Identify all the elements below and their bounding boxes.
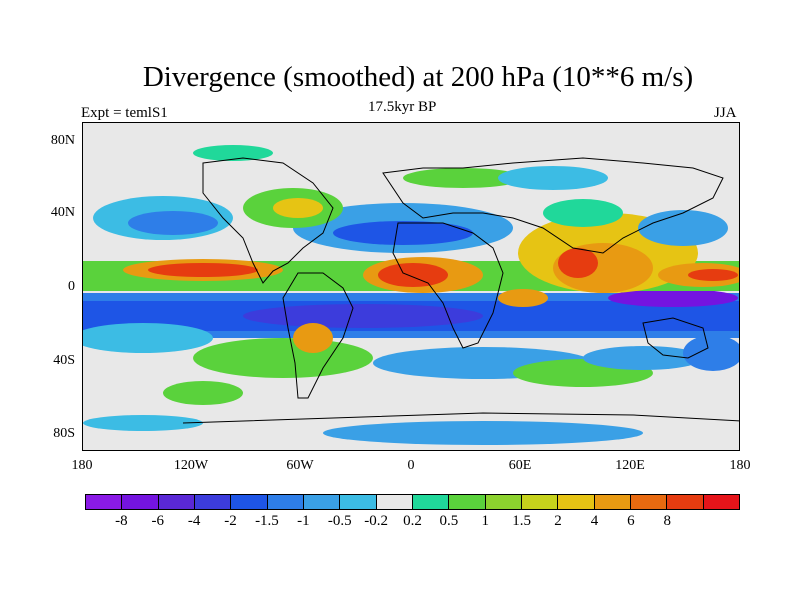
colorbar-swatch [194,495,232,509]
colorbar-swatch [521,495,559,509]
colorbar-swatch [667,495,704,509]
colorbar-swatch [485,495,522,509]
colorbar-swatch [558,495,595,509]
colorbar-label: 8 [663,513,671,529]
colorbar-label: -0.5 [327,513,352,529]
lat-tick-80s: 80S [53,426,75,441]
map-panel [82,122,740,451]
colorbar-swatch [303,495,341,509]
experiment-label: Expt = temlS1 [81,105,168,121]
lon-tick-60w: 60W [286,458,314,473]
colorbar-label: 1 [481,513,490,529]
season-label: JJA [714,105,737,121]
colorbar-label: 0.5 [439,513,459,529]
colorbar-swatch [594,495,631,509]
colorbar-swatch [630,495,668,509]
colorbar-swatch [267,495,304,509]
colorbar-label: -2 [224,513,237,529]
colorbar-label: 0.2 [403,513,422,529]
chart-title: Divergence (smoothed) at 200 hPa (10**6 … [142,61,694,93]
colorbar-swatch [703,495,739,509]
period-label: 17.5kyr BP [368,99,437,115]
lat-tick-40s: 40S [53,353,75,368]
colorbar-swatch [449,495,486,509]
colorbar-swatch [340,495,377,509]
colorbar-swatch [376,495,413,509]
lon-tick-180w: 180 [71,458,93,473]
colorbar-label: -0.2 [364,513,388,529]
colorbar-label: 6 [627,513,635,529]
colorbar-label: -1.5 [255,513,279,529]
colorbar-label: 2 [554,513,562,529]
colorbar-label: -1 [297,513,310,529]
lon-tick-60e: 60E [508,458,532,473]
colorbar-swatch [231,495,268,509]
lon-tick-120e: 120E [615,458,645,473]
lat-tick-80n: 80N [50,133,75,148]
lon-tick-180e: 180 [729,458,751,473]
colorbar-label: -8 [115,513,128,529]
divergence-field [83,123,739,450]
colorbar-swatch [412,495,450,509]
colorbar-label: -4 [187,513,201,529]
lon-tick-120w: 120W [173,458,209,473]
lat-tick-40n: 40N [50,205,75,220]
lat-tick-0: 0 [68,279,75,294]
colorbar-label: 4 [590,513,599,529]
colorbar-label: 1.5 [512,513,532,529]
colorbar-swatch [86,495,123,509]
colorbar-swatch [122,495,159,509]
colorbar-swatch [158,495,195,509]
colorbar-label: -6 [151,513,165,529]
coastlines [182,157,739,424]
colorbar [85,494,740,510]
lon-tick-0: 0 [407,458,415,473]
